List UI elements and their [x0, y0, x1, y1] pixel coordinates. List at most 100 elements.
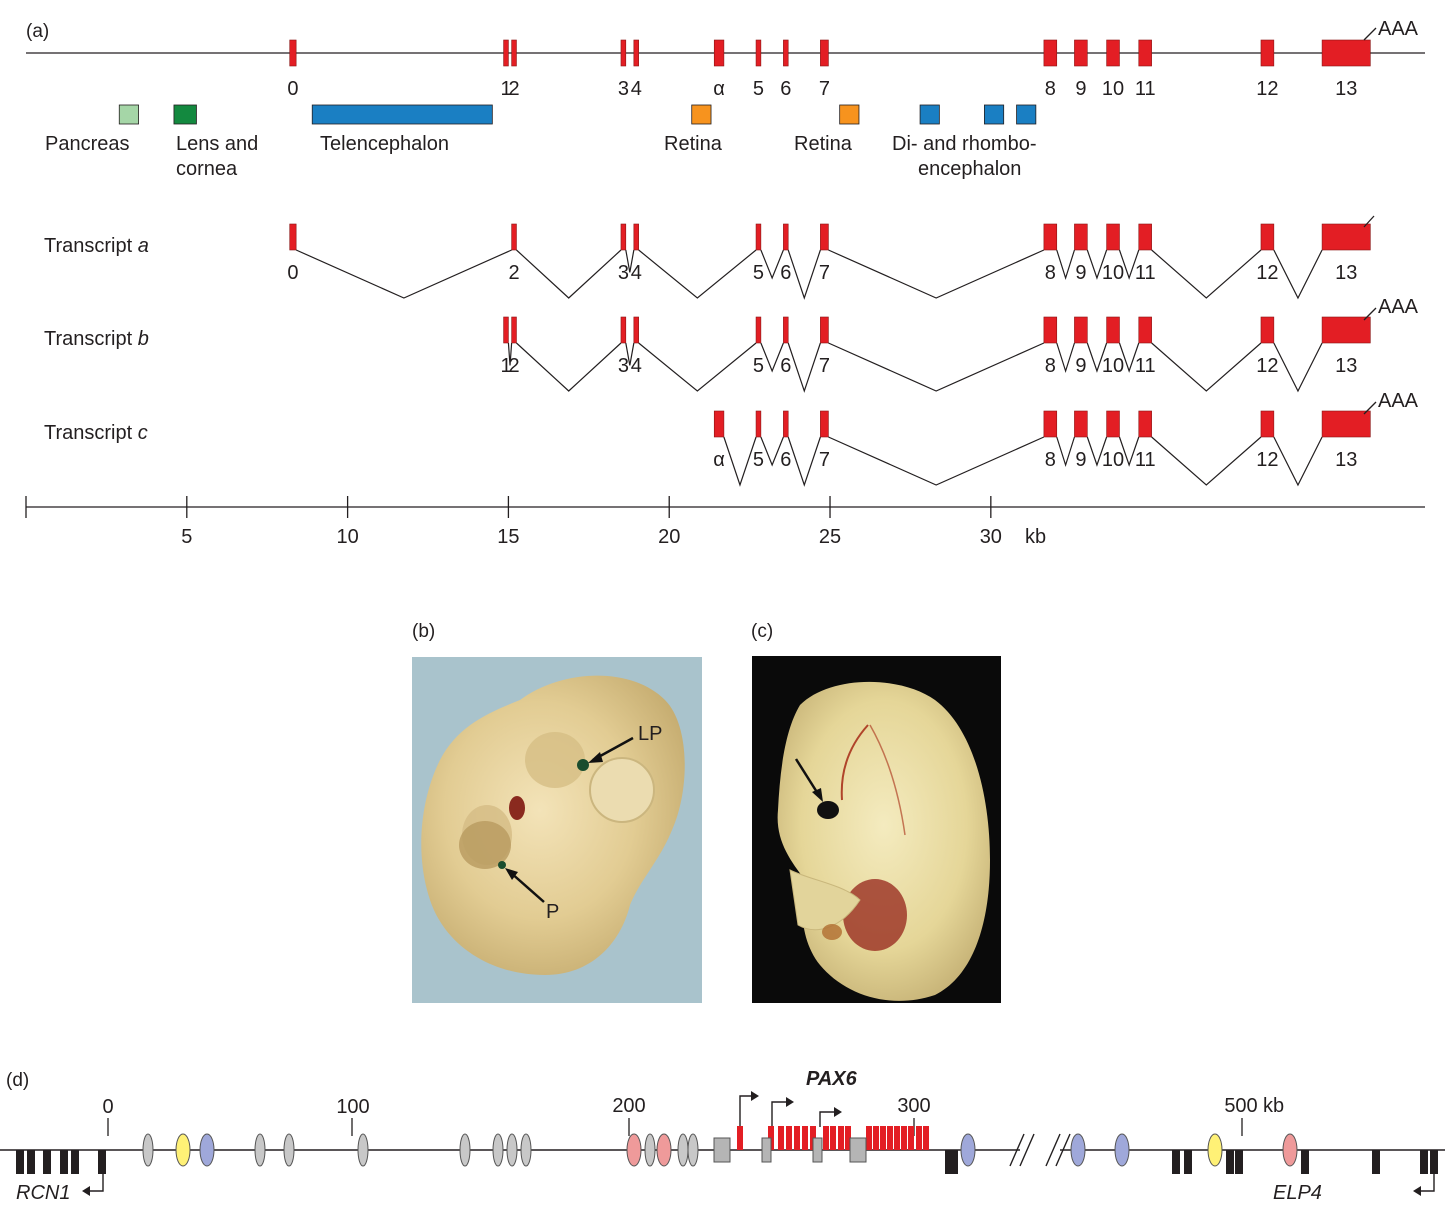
regulatory-element-13: [677, 1133, 689, 1167]
transcript-a-intron-1: [295, 249, 512, 299]
enhancer-box-2: [311, 104, 493, 125]
p-label: P: [546, 901, 559, 923]
regulatory-element-14: [687, 1133, 699, 1167]
transcript-a-exon-5: [783, 223, 789, 251]
genomic-exon-label-11: 10: [1102, 78, 1124, 100]
panel-d-label: (d): [6, 1070, 29, 1091]
panel-a-label: (a): [26, 21, 49, 42]
transcripts: Transcript a Transcript b Transcript c 0…: [44, 215, 1419, 487]
transcript-b-intron-5: [760, 342, 784, 373]
enhancer-label-retina-1: Retina: [664, 133, 723, 155]
transcript-b-poly-a: AAA: [1378, 296, 1419, 318]
transcript-c-intron-7: [1118, 436, 1140, 467]
panel-a: (a) 0 12 3 4 α 5 6 7 8 9 10 11 12 13 AAA Pancreas Len…: [25, 18, 1425, 548]
pax6-exon-18: [916, 1126, 922, 1150]
transcript-c-exon-label-1: 5: [753, 449, 764, 471]
coordinate-ticks: 0 100 200 300 500 kb: [102, 1095, 1284, 1136]
regulatory-element-9: [520, 1133, 532, 1167]
transcript-b-tail: [1363, 307, 1377, 321]
scale-tick-label-3: 20: [658, 526, 680, 548]
p-arrow: [509, 871, 545, 903]
transcript-c-intron-9: [1273, 436, 1323, 487]
transcript-b-label: Transcript b: [44, 328, 149, 350]
genomic-exon-11: [1106, 39, 1120, 67]
pax6-exon-17: [908, 1126, 914, 1150]
genomic-exon-label-8: 7: [819, 78, 830, 100]
genomic-exon-label-14: 13: [1335, 78, 1357, 100]
genomic-exon-labels: 0 12 3 4 α 5 6 7 8 9 10 11 12 13: [287, 78, 1357, 100]
transcript-a-exon-11: [1260, 223, 1275, 251]
transcript-a-intron-4: [638, 249, 757, 299]
embryo-b-heart: [509, 796, 525, 820]
elp4-label: ELP4: [1273, 1182, 1322, 1204]
transcript-b-exon-10: [1138, 316, 1152, 344]
embryo-c-vessel: [840, 724, 869, 801]
genomic-exon-5: [713, 39, 725, 67]
transcript-b-exon-4: [755, 316, 762, 344]
transcript-b-exon-7: [1043, 316, 1058, 344]
panel-b: (b) LP: [412, 621, 702, 1003]
enhancer-label-lens-line2: cornea: [176, 158, 238, 180]
transcript-c-exon-label-5: 9: [1075, 449, 1086, 471]
pax6-exon-8: [830, 1126, 836, 1150]
transcript-c-exon-label-2: 6: [780, 449, 791, 471]
transcript-a-exon-1: [511, 223, 517, 251]
transcript-b-exon-label-1: 2: [508, 355, 519, 377]
regulatory-element-0: [142, 1133, 154, 1167]
transcript-a-exon-label-7: 8: [1045, 262, 1056, 284]
regulatory-element-6: [459, 1133, 471, 1167]
transcript-a-intron-11: [1151, 249, 1262, 299]
lp-arrowhead: [588, 752, 603, 763]
embryo-b-illustration: [421, 675, 685, 975]
regulatory-element-1: [175, 1133, 191, 1167]
eye-arrowhead: [812, 788, 823, 802]
transcript-c-exon-9: [1321, 410, 1371, 438]
transcript-b-exon-11: [1260, 316, 1275, 344]
pax6-exon-14: [887, 1126, 893, 1150]
transcript-b-exon-label-8: 9: [1075, 355, 1086, 377]
embryo-b-p-stain: [498, 861, 506, 869]
transcript-c-exon-label-8: 12: [1256, 449, 1278, 471]
scale-bar: 5 10 15 20 25 30 kb: [25, 496, 1425, 548]
conserved-box-0: [713, 1137, 731, 1163]
transcript-b-exon-label-5: 6: [780, 355, 791, 377]
transcript-b-intron-8: [1056, 342, 1076, 373]
transcript-a-label: Transcript a: [44, 235, 149, 257]
transcript-b-exon-label-7: 8: [1045, 355, 1056, 377]
embryo-c-eye: [817, 801, 839, 819]
transcript-b-exon-label-12: 13: [1335, 355, 1357, 377]
regulatory-element-3: [254, 1133, 266, 1167]
scale-tick-label-5: 30: [980, 526, 1002, 548]
genomic-exon-label-3: 3: [618, 78, 629, 100]
transcript-c-intron-3: [787, 436, 821, 487]
transcript-a-exon-3: [633, 223, 639, 251]
elp4-gene: [945, 1150, 1438, 1196]
genomic-exon-1: [503, 39, 509, 67]
pax6-exon-7: [823, 1126, 829, 1150]
transcript-b-intron-4: [638, 342, 757, 392]
genomic-exon-9: [1043, 39, 1058, 67]
enhancer-box-6: [983, 104, 1005, 125]
genomic-exon-8: [820, 39, 829, 67]
enhancer-box-0: [118, 104, 139, 125]
transcript-c-intron-5: [1056, 436, 1076, 467]
regulatory-element-15: [960, 1133, 976, 1167]
conserved-box-1: [761, 1137, 772, 1163]
embryo-c-limb: [789, 869, 861, 931]
transcript-b-exon-12: [1321, 316, 1371, 344]
transcript-c-exon-label-6: 10: [1102, 449, 1124, 471]
embryo-c-heart: [843, 879, 907, 951]
transcript-b-intron-2: [516, 342, 622, 392]
genomic-exon-10: [1074, 39, 1088, 67]
p-arrowhead: [505, 868, 518, 880]
genomic-exon-3: [620, 39, 627, 67]
panel-d: (d) PAX6 0 100 200 300 500 kb: [0, 1068, 1445, 1204]
pax6-exon-11: [866, 1126, 872, 1150]
transcript-c-exon-2: [783, 410, 789, 438]
pax6-exon-4: [794, 1126, 800, 1150]
transcript-a-intron-7: [828, 249, 1045, 299]
transcript-c-exon-label-3: 7: [819, 449, 830, 471]
transcript-c-exon-label-9: 13: [1335, 449, 1357, 471]
transcript-b-intron-9: [1086, 342, 1108, 373]
enhancer-box-7: [1016, 104, 1037, 125]
